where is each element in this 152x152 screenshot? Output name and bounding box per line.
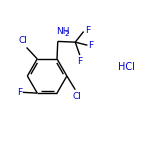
Text: F: F xyxy=(17,88,22,97)
Text: F: F xyxy=(89,41,94,50)
Text: NH: NH xyxy=(56,27,70,36)
Text: F: F xyxy=(77,57,82,66)
Text: HCl: HCl xyxy=(118,62,135,72)
Text: F: F xyxy=(85,26,90,35)
Text: 2: 2 xyxy=(65,31,69,36)
Text: Cl: Cl xyxy=(73,92,81,101)
Text: Cl: Cl xyxy=(18,36,27,45)
